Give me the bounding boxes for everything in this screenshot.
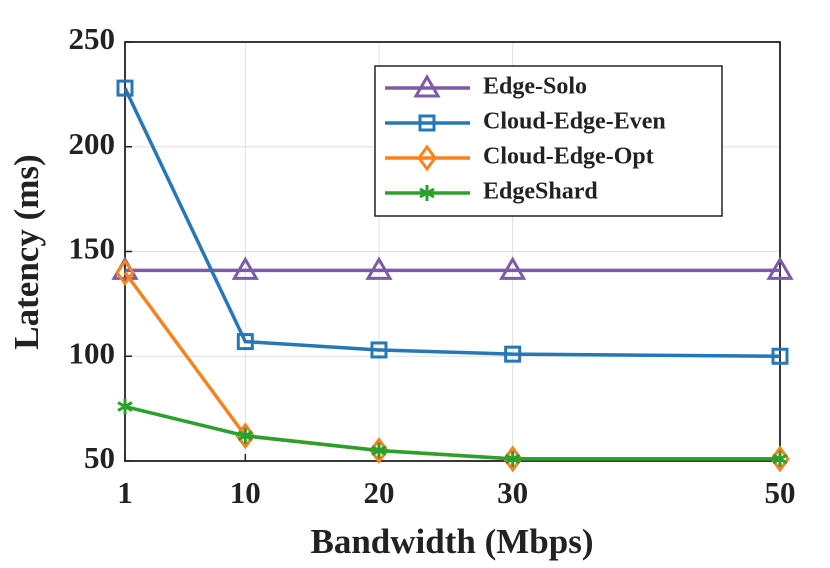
x-tick-label: 30 bbox=[497, 475, 528, 510]
marker bbox=[417, 144, 437, 172]
legend-label: Cloud-Edge-Even bbox=[483, 109, 666, 135]
marker-stroke bbox=[237, 430, 254, 442]
marker bbox=[504, 450, 521, 467]
marker bbox=[419, 185, 435, 201]
marker bbox=[504, 345, 522, 363]
legend-label: Edge-Solo bbox=[483, 74, 587, 100]
marker-stroke bbox=[371, 445, 387, 456]
marker bbox=[371, 442, 387, 459]
x-tick-label: 50 bbox=[765, 475, 796, 510]
marker-stroke bbox=[772, 453, 788, 465]
marker bbox=[771, 347, 789, 365]
marker bbox=[772, 450, 788, 467]
y-tick-label: 100 bbox=[69, 335, 116, 370]
marker-stroke bbox=[419, 187, 435, 199]
y-axis-label: Latency (ms) bbox=[7, 154, 46, 349]
marker bbox=[370, 341, 388, 359]
y-tick-label: 200 bbox=[69, 126, 116, 161]
marker-stroke bbox=[504, 453, 521, 465]
marker bbox=[115, 258, 135, 287]
marker bbox=[236, 333, 254, 351]
marker bbox=[231, 256, 259, 280]
marker bbox=[365, 256, 393, 280]
series-line bbox=[123, 87, 781, 358]
marker bbox=[418, 114, 436, 132]
legend-label: EdgeShard bbox=[483, 179, 598, 205]
x-tick-label: 20 bbox=[363, 475, 394, 510]
marker bbox=[766, 256, 794, 280]
plot-frame bbox=[124, 41, 781, 462]
marker bbox=[116, 79, 134, 97]
x-tick-label: 10 bbox=[230, 475, 261, 510]
series-line bbox=[124, 404, 780, 461]
x-tick-label: 1 bbox=[117, 475, 133, 510]
legend-label: Cloud-Edge-Opt bbox=[483, 144, 654, 170]
x-axis-label: Bandwidth (Mbps) bbox=[310, 522, 593, 561]
marker bbox=[237, 427, 254, 444]
marker-stroke bbox=[117, 401, 133, 412]
y-tick-label: 150 bbox=[69, 231, 116, 266]
marker bbox=[413, 74, 441, 98]
y-tick-label: 250 bbox=[69, 21, 116, 56]
marker bbox=[499, 256, 527, 280]
y-tick-label: 50 bbox=[84, 440, 115, 475]
marker bbox=[117, 398, 133, 415]
